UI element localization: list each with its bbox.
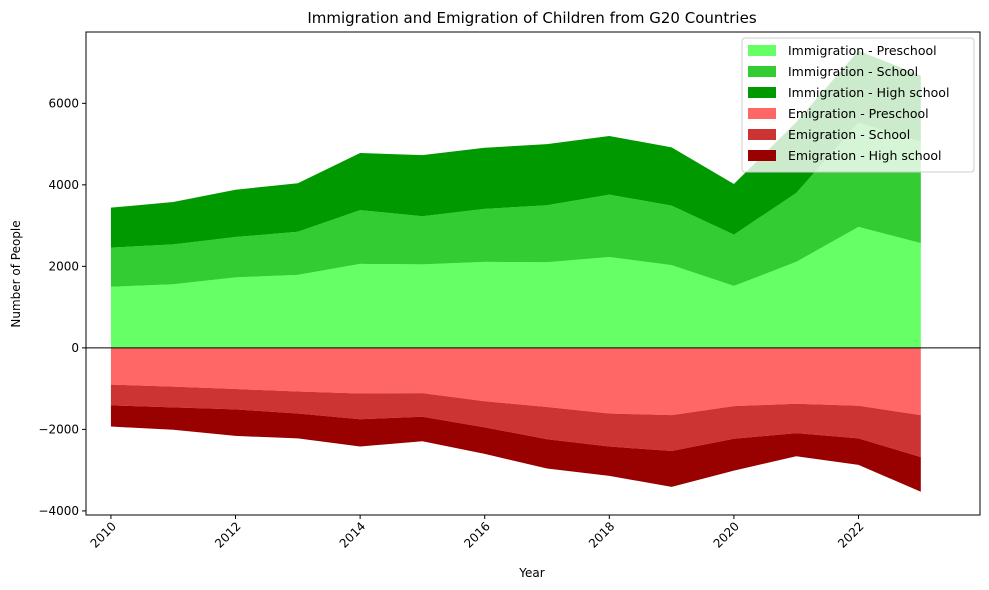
x-tick-label: 2016	[461, 519, 492, 550]
legend-swatch	[748, 129, 776, 140]
area-emigration-school	[110, 384, 921, 458]
legend-entry: Immigration - Preschool	[788, 43, 937, 58]
y-tick-label: −4000	[38, 504, 79, 518]
y-tick-label: 4000	[48, 178, 79, 192]
legend-swatch	[748, 150, 776, 161]
x-tick-label: 2018	[586, 519, 617, 550]
legend-entry: Emigration - High school	[788, 148, 941, 163]
x-axis-label: Year	[518, 566, 544, 580]
legend-swatch	[748, 66, 776, 77]
x-axis: 2010 2012 2014 2016 2018 2020 2022	[88, 515, 867, 551]
y-tick-label: 0	[71, 341, 79, 355]
area-immigration-school	[110, 122, 921, 287]
plot-frame	[85, 31, 981, 516]
legend-swatch	[748, 45, 776, 56]
legend-box	[741, 37, 975, 173]
chart-title: Immigration and Emigration of Children f…	[307, 9, 756, 27]
x-tick-label: 2014	[337, 519, 368, 550]
legend-swatch	[748, 87, 776, 98]
x-tick-label: 2012	[212, 519, 243, 550]
legend: Immigration - Preschool Immigration - Sch…	[741, 37, 975, 173]
legend-entry: Immigration - High school	[788, 85, 949, 100]
y-axis: −4000 −2000 0 2000 4000 6000	[38, 96, 86, 518]
legend-swatch	[748, 108, 776, 119]
legend-entry: Immigration - School	[788, 64, 918, 79]
x-tick-label: 2020	[711, 519, 742, 550]
x-tick-label: 2022	[835, 519, 866, 550]
area-series-group	[110, 50, 921, 492]
area-immigration-high-school	[110, 50, 921, 248]
area-emigration-high-school	[110, 405, 921, 492]
area-emigration-preschool	[110, 347, 921, 416]
y-axis-label: Number of People	[9, 220, 23, 327]
x-tick-label: 2010	[88, 519, 119, 550]
y-tick-label: 6000	[48, 96, 79, 110]
legend-entry: Emigration - School	[788, 127, 910, 142]
y-tick-label: 2000	[48, 259, 79, 273]
legend-entry: Emigration - Preschool	[788, 106, 929, 121]
area-immigration-preschool	[110, 226, 921, 348]
y-tick-label: −2000	[38, 422, 79, 436]
